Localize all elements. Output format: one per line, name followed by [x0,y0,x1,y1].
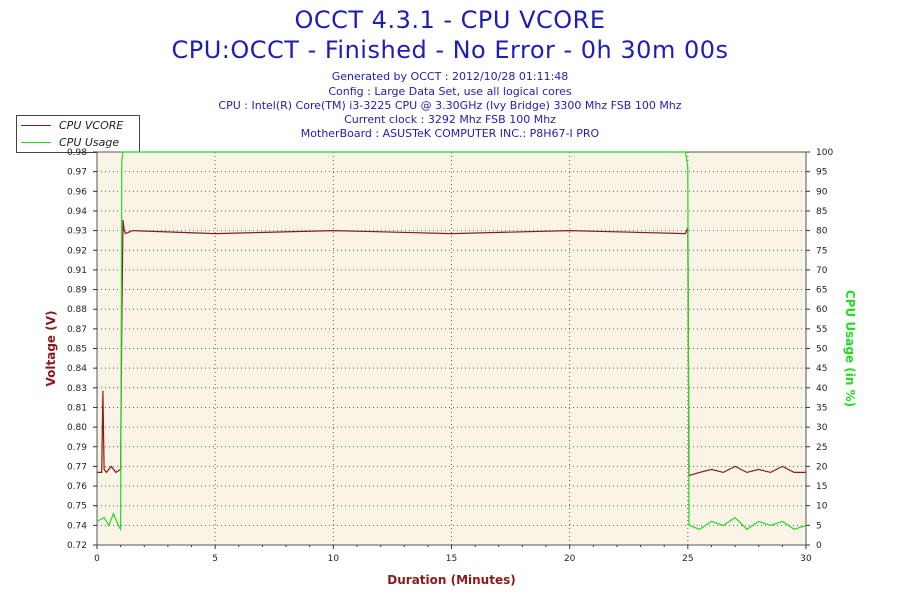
y-right-tick-label: 90 [816,187,828,197]
x-tick-label: 0 [94,554,100,564]
y-right-tick-label: 5 [816,521,822,531]
y-left-tick-label: 0.89 [67,286,87,296]
y-right-tick-label: 60 [816,305,828,315]
y-right-tick-label: 30 [816,423,828,433]
y-left-tick-label: 0.81 [67,403,87,413]
y-right-tick-label: 85 [816,207,827,217]
chart-title: OCCT 4.3.1 - CPU VCORE [294,6,606,34]
y-left-tick-label: 0.96 [67,187,87,197]
x-tick-label: 30 [800,554,812,564]
y-right-tick-label: 65 [816,286,827,296]
legend-label-vcore: CPU VCORE [59,118,124,132]
y-right-tick-label: 95 [816,168,827,178]
x-tick-label: 15 [446,554,457,564]
chart-subtitle: CPU:OCCT - Finished - No Error - 0h 30m … [171,36,729,64]
legend-label-usage: CPU Usage [59,135,120,149]
legend-swatch-vcore [21,124,51,126]
y-left-tick-label: 0.84 [67,364,87,374]
y-left-tick-label: 0.85 [67,345,87,355]
y-right-tick-label: 70 [816,266,828,276]
y-left-tick-label: 0.76 [67,482,87,492]
x-tick-label: 10 [328,554,340,564]
y-right-tick-label: 100 [816,148,833,158]
y-left-tick-label: 0.91 [67,266,87,276]
y-left-tick-label: 0.79 [67,443,87,453]
info-generated: Generated by OCCT : 2012/10/28 01:11:48 [331,70,569,83]
y-right-tick-label: 80 [816,227,828,237]
y-right-tick-label: 0 [816,541,822,551]
y-left-tick-label: 0.98 [67,148,87,158]
legend: CPU VCORE CPU Usage [16,115,140,153]
info-motherboard: MotherBoard : ASUSTeK COMPUTER INC.: P8H… [300,127,600,140]
x-tick-label: 20 [564,554,576,564]
info-clock: Current clock : 3292 Mhz FSB 100 Mhz [344,113,556,126]
y-left-tick-label: 0.74 [67,521,87,531]
y-left-tick-label: 0.75 [67,502,87,512]
y-left-tick-label: 0.87 [67,325,87,335]
legend-item-usage: CPU Usage [21,134,119,150]
y-right-tick-label: 10 [816,502,828,512]
y-right-tick-label: 35 [816,403,827,413]
y-right-axis-label: CPU Usage (in %) [843,290,857,407]
y-left-tick-label: 0.83 [67,384,87,394]
series-line-vcore [97,219,806,477]
y-left-tick-label: 0.93 [67,227,87,237]
y-left-tick-label: 0.88 [67,305,87,315]
legend-item-vcore: CPU VCORE [21,117,123,133]
x-tick-label: 25 [682,554,693,564]
y-right-tick-label: 45 [816,364,827,374]
y-left-tick-label: 0.77 [67,462,87,472]
y-right-tick-label: 25 [816,443,827,453]
series-line-usage [96,151,807,532]
y-right-tick-label: 55 [816,325,827,335]
y-right-tick-label: 15 [816,482,827,492]
y-right-tick-label: 20 [816,462,828,472]
y-left-tick-label: 0.97 [67,168,87,178]
info-config: Config : Large Data Set, use all logical… [328,85,572,98]
y-left-tick-label: 0.80 [67,423,87,433]
x-axis-label: Duration (Minutes) [387,573,515,587]
y-left-tick-label: 0.72 [67,541,87,551]
y-left-tick-label: 0.92 [67,246,87,256]
legend-swatch-usage [21,141,51,143]
y-right-tick-label: 50 [816,345,828,355]
x-tick-label: 5 [212,554,218,564]
y-right-tick-label: 75 [816,246,827,256]
y-left-tick-label: 0.94 [67,207,87,217]
y-right-tick-label: 40 [816,384,828,394]
y-left-axis-label: Voltage (V) [44,311,58,387]
info-cpu: CPU : Intel(R) Core(TM) i3-3225 CPU @ 3.… [218,99,682,112]
